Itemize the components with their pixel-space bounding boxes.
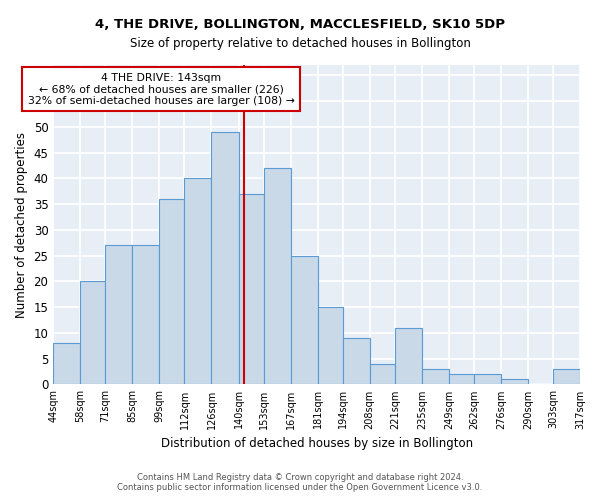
Bar (211, 132, 239, 384)
Bar (370, 364, 395, 384)
Bar (160, 199, 184, 384)
Bar (343, 338, 370, 384)
Bar (263, 168, 290, 384)
Bar (422, 369, 449, 384)
Text: Size of property relative to detached houses in Bollington: Size of property relative to detached ho… (130, 38, 470, 51)
Bar (317, 307, 343, 384)
Bar (474, 374, 501, 384)
Text: 4, THE DRIVE, BOLLINGTON, MACCLESFIELD, SK10 5DP: 4, THE DRIVE, BOLLINGTON, MACCLESFIELD, … (95, 18, 505, 30)
Text: Contains HM Land Registry data © Crown copyright and database right 2024.
Contai: Contains HM Land Registry data © Crown c… (118, 473, 482, 492)
Y-axis label: Number of detached properties: Number of detached properties (15, 132, 28, 318)
Text: 4 THE DRIVE: 143sqm
← 68% of detached houses are smaller (226)
32% of semi-detac: 4 THE DRIVE: 143sqm ← 68% of detached ho… (28, 72, 295, 106)
Bar (239, 194, 263, 384)
Bar (553, 369, 580, 384)
Bar (501, 380, 528, 384)
Bar (80, 282, 106, 385)
Bar (133, 246, 160, 384)
Bar (395, 328, 422, 384)
Bar (184, 178, 211, 384)
X-axis label: Distribution of detached houses by size in Bollington: Distribution of detached houses by size … (161, 437, 473, 450)
Bar (53, 343, 80, 384)
Bar (449, 374, 474, 384)
Bar (290, 256, 317, 384)
Bar (106, 246, 133, 384)
